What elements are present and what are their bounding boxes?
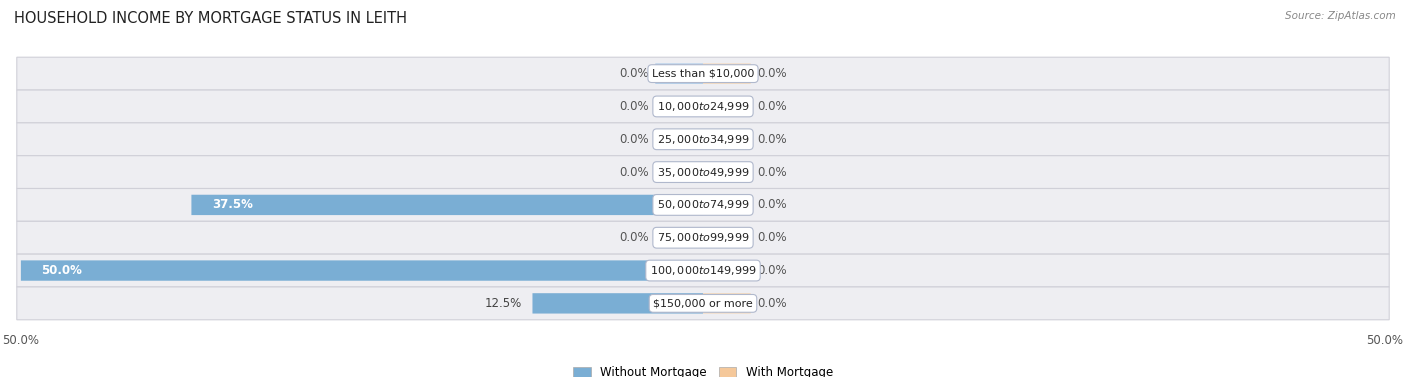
FancyBboxPatch shape	[655, 162, 703, 182]
Text: $50,000 to $74,999: $50,000 to $74,999	[657, 198, 749, 211]
Text: 0.0%: 0.0%	[758, 133, 787, 146]
FancyBboxPatch shape	[655, 228, 703, 248]
Text: 0.0%: 0.0%	[758, 198, 787, 211]
FancyBboxPatch shape	[703, 129, 751, 149]
Text: 0.0%: 0.0%	[619, 100, 648, 113]
Text: $75,000 to $99,999: $75,000 to $99,999	[657, 231, 749, 244]
FancyBboxPatch shape	[655, 96, 703, 116]
FancyBboxPatch shape	[17, 123, 1389, 156]
Text: 0.0%: 0.0%	[758, 264, 787, 277]
Text: $25,000 to $34,999: $25,000 to $34,999	[657, 133, 749, 146]
FancyBboxPatch shape	[17, 254, 1389, 287]
FancyBboxPatch shape	[17, 57, 1389, 90]
FancyBboxPatch shape	[21, 261, 703, 281]
Text: 0.0%: 0.0%	[619, 133, 648, 146]
FancyBboxPatch shape	[703, 228, 751, 248]
FancyBboxPatch shape	[17, 156, 1389, 188]
Text: 0.0%: 0.0%	[758, 231, 787, 244]
Text: 0.0%: 0.0%	[758, 100, 787, 113]
FancyBboxPatch shape	[703, 293, 751, 314]
Text: 0.0%: 0.0%	[758, 166, 787, 179]
FancyBboxPatch shape	[703, 195, 751, 215]
FancyBboxPatch shape	[703, 63, 751, 84]
FancyBboxPatch shape	[703, 162, 751, 182]
FancyBboxPatch shape	[703, 96, 751, 116]
Text: $35,000 to $49,999: $35,000 to $49,999	[657, 166, 749, 179]
FancyBboxPatch shape	[655, 129, 703, 149]
Text: $10,000 to $24,999: $10,000 to $24,999	[657, 100, 749, 113]
FancyBboxPatch shape	[191, 195, 703, 215]
Text: 12.5%: 12.5%	[484, 297, 522, 310]
FancyBboxPatch shape	[533, 293, 703, 314]
FancyBboxPatch shape	[655, 63, 703, 84]
Legend: Without Mortgage, With Mortgage: Without Mortgage, With Mortgage	[568, 361, 838, 377]
Text: 0.0%: 0.0%	[758, 67, 787, 80]
Text: $150,000 or more: $150,000 or more	[654, 298, 752, 308]
FancyBboxPatch shape	[17, 188, 1389, 221]
Text: 0.0%: 0.0%	[758, 297, 787, 310]
Text: 50.0%: 50.0%	[41, 264, 82, 277]
Text: Less than $10,000: Less than $10,000	[652, 69, 754, 79]
Text: Source: ZipAtlas.com: Source: ZipAtlas.com	[1285, 11, 1396, 21]
Text: 0.0%: 0.0%	[619, 67, 648, 80]
Text: 0.0%: 0.0%	[619, 231, 648, 244]
FancyBboxPatch shape	[17, 90, 1389, 123]
FancyBboxPatch shape	[703, 261, 751, 281]
Text: 0.0%: 0.0%	[619, 166, 648, 179]
FancyBboxPatch shape	[17, 221, 1389, 254]
Text: $100,000 to $149,999: $100,000 to $149,999	[650, 264, 756, 277]
FancyBboxPatch shape	[17, 287, 1389, 320]
Text: 37.5%: 37.5%	[212, 198, 253, 211]
Text: HOUSEHOLD INCOME BY MORTGAGE STATUS IN LEITH: HOUSEHOLD INCOME BY MORTGAGE STATUS IN L…	[14, 11, 408, 26]
